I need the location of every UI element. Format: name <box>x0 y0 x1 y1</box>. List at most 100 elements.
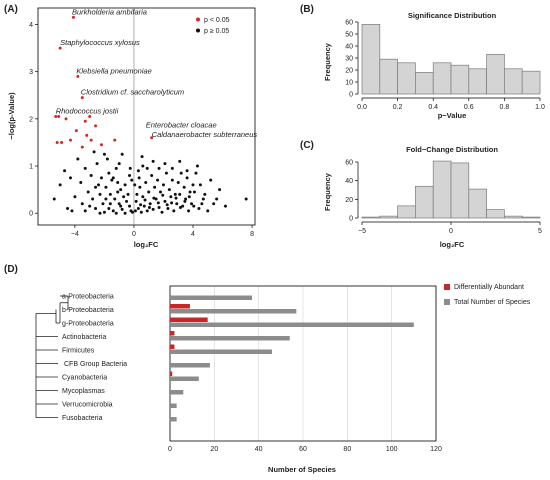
fold-change-bars <box>361 160 541 219</box>
nonsignificant-point <box>156 178 160 182</box>
nonsignificant-point <box>102 152 106 156</box>
nonsignificant-point <box>70 209 74 213</box>
taxon-labels: a-Proteobacteria b-Proteobacteria g-Proteo… <box>62 294 127 423</box>
nonsignificant-point <box>128 204 132 208</box>
nonsignificant-point <box>178 206 182 210</box>
nonsignificant-point <box>170 178 174 182</box>
nonsignificant-point <box>116 181 120 185</box>
taxonomy-bar-chart: (D) a-Proteobacteria b-Proteobacteria g-Pr… <box>4 264 531 474</box>
volcano-y-axis-title: −log(p-Value) <box>7 92 16 140</box>
nonsignificant-point <box>178 159 182 163</box>
total-species-bar <box>170 336 290 341</box>
significant-point <box>89 138 93 142</box>
nonsignificant-point <box>185 176 189 180</box>
nonsignificant-point <box>143 198 147 202</box>
nonsignificant-point <box>113 197 117 201</box>
significant-point <box>64 117 68 121</box>
x-tick-label: 120 <box>430 446 442 453</box>
panel-label-d: (D) <box>4 264 18 275</box>
nonsignificant-point <box>163 162 167 166</box>
volcano-x-tick-label: 4 <box>191 231 195 238</box>
significant-point <box>60 140 64 144</box>
significant-point <box>88 115 92 118</box>
differentially-abundant-bar <box>170 304 190 309</box>
significant-point <box>54 115 58 118</box>
x-tick-label: 20 <box>210 446 218 453</box>
panel-label-a: (A) <box>4 4 18 15</box>
species-x-axis-title: Number of Species <box>268 465 336 474</box>
taxon-label: a-Proteobacteria <box>62 294 114 301</box>
total-species-bar <box>170 322 414 327</box>
y-tick-label: 0 <box>349 216 353 223</box>
nonsignificant-point <box>187 195 191 199</box>
nonsignificant-point <box>223 204 227 208</box>
nonsignificant-point <box>187 209 191 213</box>
nonsignificant-point <box>68 176 72 180</box>
y-tick-label: 20 <box>345 68 353 75</box>
histogram-bar <box>415 185 434 219</box>
nonsignificant-point <box>107 171 111 175</box>
nonsignificant-point <box>152 196 156 200</box>
nonsignificant-point <box>169 195 173 199</box>
significant-point <box>74 129 78 133</box>
nonsignificant-point <box>191 183 195 187</box>
taxon-label: Firmicutes <box>62 348 95 355</box>
x-tick-label: 0.8 <box>500 104 510 111</box>
nonsignificant-point <box>218 188 222 192</box>
nonsignificant-point <box>203 192 207 196</box>
nonsignificant-point <box>166 206 170 210</box>
nonsignificant-point <box>120 207 124 211</box>
total-species-bar <box>170 295 253 300</box>
nonsignificant-point <box>91 197 95 201</box>
nonsignificant-point <box>99 176 103 180</box>
nonsignificant-point <box>73 195 77 199</box>
significant-point <box>76 74 80 78</box>
x-tick-label: 60 <box>299 446 307 453</box>
species-annotation: Rhodococcus jostii <box>56 107 119 116</box>
volcano-x-tick-label: −4 <box>71 231 79 238</box>
panel-label-b: (B) <box>300 4 314 15</box>
histogram-bar <box>379 215 398 219</box>
nonsignificant-point <box>163 199 167 203</box>
nonsignificant-point <box>136 169 140 173</box>
nonsignificant-point <box>188 190 192 194</box>
nonsignificant-point <box>194 171 198 175</box>
species-annotation: Clostridium cf. saccharolyticum <box>81 88 184 97</box>
volcano-y-tick-label: 4 <box>29 22 33 29</box>
nonsignificant-point <box>94 185 98 189</box>
legend-marker <box>196 17 200 22</box>
nonsignificant-point <box>114 211 118 215</box>
x-tick-label: 0.6 <box>464 104 474 111</box>
nonsignificant-point <box>104 197 108 201</box>
histogram-bar <box>379 58 398 95</box>
nonsignificant-point <box>173 192 177 196</box>
nonsignificant-point <box>244 197 248 201</box>
significance-histogram: (B) Significance Distribution 0.0 0.2 0.4 0… <box>300 4 545 120</box>
nonsignificant-point <box>141 164 145 168</box>
significant-point <box>94 124 98 128</box>
species-annotation: Enterobacter cloacae <box>146 121 217 130</box>
nonsignificant-point <box>98 192 102 196</box>
x-tick-label: 40 <box>255 446 263 453</box>
volcano-y-ticks: 0 1 2 3 4 <box>29 22 38 218</box>
histogram-bar <box>450 162 470 219</box>
nonsignificant-point <box>161 193 165 197</box>
histogram-bar <box>415 72 434 95</box>
nonsignificant-point <box>151 207 155 211</box>
nonsignificant-point <box>215 197 219 201</box>
nonsignificant-point <box>175 202 179 206</box>
x-tick-label: 0 <box>168 446 172 453</box>
nonsignificant-point <box>195 164 199 168</box>
species-annotation: Caldanaerobacter subterraneus <box>152 130 258 139</box>
x-tick-label: 5 <box>538 228 542 235</box>
significant-point <box>68 138 72 142</box>
nonsignificant-point <box>192 190 196 194</box>
nonsignificant-point <box>126 192 130 196</box>
taxon-label: b-Proteobacteria <box>62 307 114 314</box>
fold-change-histogram: (C) Fold−Change Distribution −5 0 5 0 20 40 6… <box>300 140 542 249</box>
legend-swatch <box>444 284 450 290</box>
nonsignificant-point <box>178 192 182 196</box>
nonsignificant-point <box>105 157 109 161</box>
histogram-bar <box>486 209 505 219</box>
significant-point <box>150 136 154 140</box>
